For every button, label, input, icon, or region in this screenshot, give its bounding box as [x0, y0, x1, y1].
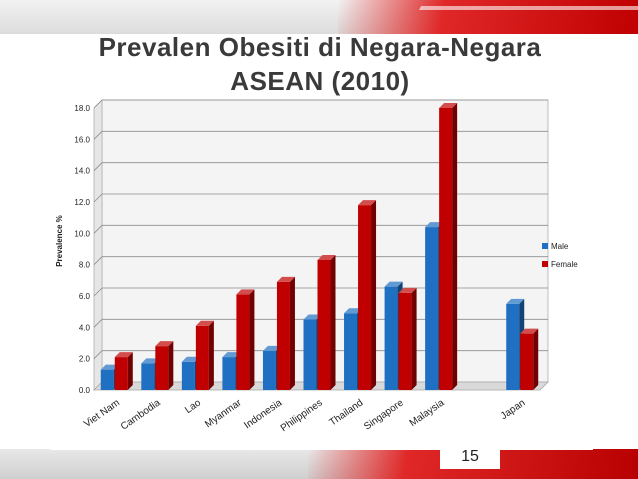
- page-number: 15: [440, 445, 500, 469]
- bar-top: [155, 341, 174, 347]
- gridline-side: [93, 350, 103, 359]
- x-tick-label: Lao: [183, 397, 203, 416]
- bar-top: [181, 356, 200, 362]
- x-tick-label: Cambodia: [119, 397, 163, 432]
- bar: [222, 357, 236, 390]
- bar-top: [303, 314, 322, 320]
- bar-side: [127, 352, 133, 390]
- slide-top-stripe: [418, 6, 638, 10]
- bar-top: [236, 289, 255, 295]
- bar: [141, 363, 155, 390]
- slide-title-line-2: ASEAN (2010): [230, 66, 410, 96]
- y-tick-label: 16.0: [74, 135, 90, 144]
- bar-top: [439, 103, 458, 108]
- bar-top: [506, 298, 525, 304]
- bar-top: [114, 352, 133, 358]
- bar-top: [398, 287, 417, 293]
- slide-top-accent: [338, 0, 638, 34]
- bar-top: [195, 320, 214, 326]
- legend-swatch: [542, 261, 548, 267]
- bar: [506, 303, 520, 390]
- bar-top: [276, 276, 295, 282]
- bar: [425, 227, 439, 390]
- y-tick-label: 8.0: [79, 261, 91, 270]
- y-tick-label: 14.0: [74, 167, 90, 176]
- slide-title-line-1: Prevalen Obesiti di Negara-Negara: [98, 32, 542, 62]
- bar: [181, 361, 195, 390]
- chart-frame: 0.0 2.0 4.0 6.0 8.0 10.0 12.0 14.0 16.0 18.0 Preva…: [50, 98, 593, 450]
- chart-side-wall: [93, 99, 103, 391]
- bar-top: [358, 200, 377, 206]
- slide-title: Prevalen Obesiti di Negara-Negara ASEAN …: [30, 30, 610, 98]
- x-tick-label: Singapore: [362, 397, 406, 432]
- bar-top: [520, 328, 539, 334]
- bar-top: [344, 308, 363, 314]
- bar-top: [141, 358, 160, 364]
- legend-label: Male: [551, 242, 569, 251]
- bar-top: [317, 254, 336, 260]
- bar: [520, 333, 534, 390]
- x-tick-label: Malaysia: [408, 397, 447, 429]
- bar-side: [208, 320, 214, 390]
- bar: [236, 294, 250, 390]
- obesity-bar-chart: 0.0 2.0 4.0 6.0 8.0 10.0 12.0 14.0 16.0 18.0 Preva…: [55, 99, 578, 434]
- bar-side: [371, 200, 377, 390]
- bar-side: [168, 341, 174, 390]
- y-axis-label: Prevalence %: [55, 215, 64, 267]
- gridline-side: [93, 225, 103, 234]
- bar-top: [384, 281, 403, 287]
- bar-side: [452, 103, 458, 390]
- legend-label: Female: [551, 260, 578, 269]
- gridline-side: [93, 99, 103, 109]
- y-tick-label: 18.0: [74, 104, 90, 113]
- bar-top: [100, 364, 119, 370]
- y-tick-label: 12.0: [74, 198, 90, 207]
- bar: [114, 357, 128, 390]
- x-tick-label: Thailand: [328, 397, 366, 428]
- bar: [262, 350, 276, 390]
- y-tick-label: 0.0: [79, 386, 91, 395]
- bar-side: [289, 276, 295, 390]
- gridline-side: [93, 319, 103, 328]
- bar: [155, 346, 169, 390]
- bar: [358, 205, 372, 390]
- gridline-side: [93, 287, 103, 297]
- bar-top: [222, 352, 241, 358]
- x-tick-label: Viet Nam: [82, 397, 122, 430]
- bar: [384, 286, 398, 390]
- bar: [303, 319, 317, 390]
- bar: [317, 259, 331, 390]
- bar-side: [533, 328, 539, 390]
- gridline-side: [93, 256, 103, 265]
- bar-side: [249, 289, 255, 390]
- bar-top: [425, 222, 444, 228]
- bar: [100, 369, 114, 390]
- bar: [439, 108, 453, 390]
- y-tick-label: 6.0: [79, 292, 91, 301]
- legend-swatch: [542, 243, 548, 249]
- y-tick-label: 2.0: [79, 355, 91, 364]
- bar-side: [411, 287, 417, 390]
- bar: [344, 313, 358, 390]
- bar: [276, 281, 290, 390]
- bar-side: [330, 254, 336, 390]
- y-tick-label: 4.0: [79, 323, 91, 332]
- x-tick-label: Japan: [499, 397, 528, 422]
- y-tick-label: 10.0: [74, 229, 90, 238]
- bar: [398, 292, 412, 390]
- x-tick-label: Indonesia: [242, 397, 284, 431]
- bar: [195, 325, 209, 390]
- x-tick-label: Myanmar: [203, 397, 244, 430]
- gridline-side: [93, 131, 103, 140]
- x-tick-label: Philippines: [279, 397, 325, 434]
- gridline-side: [93, 193, 103, 203]
- bar-top: [262, 345, 281, 351]
- gridline-side: [93, 162, 103, 171]
